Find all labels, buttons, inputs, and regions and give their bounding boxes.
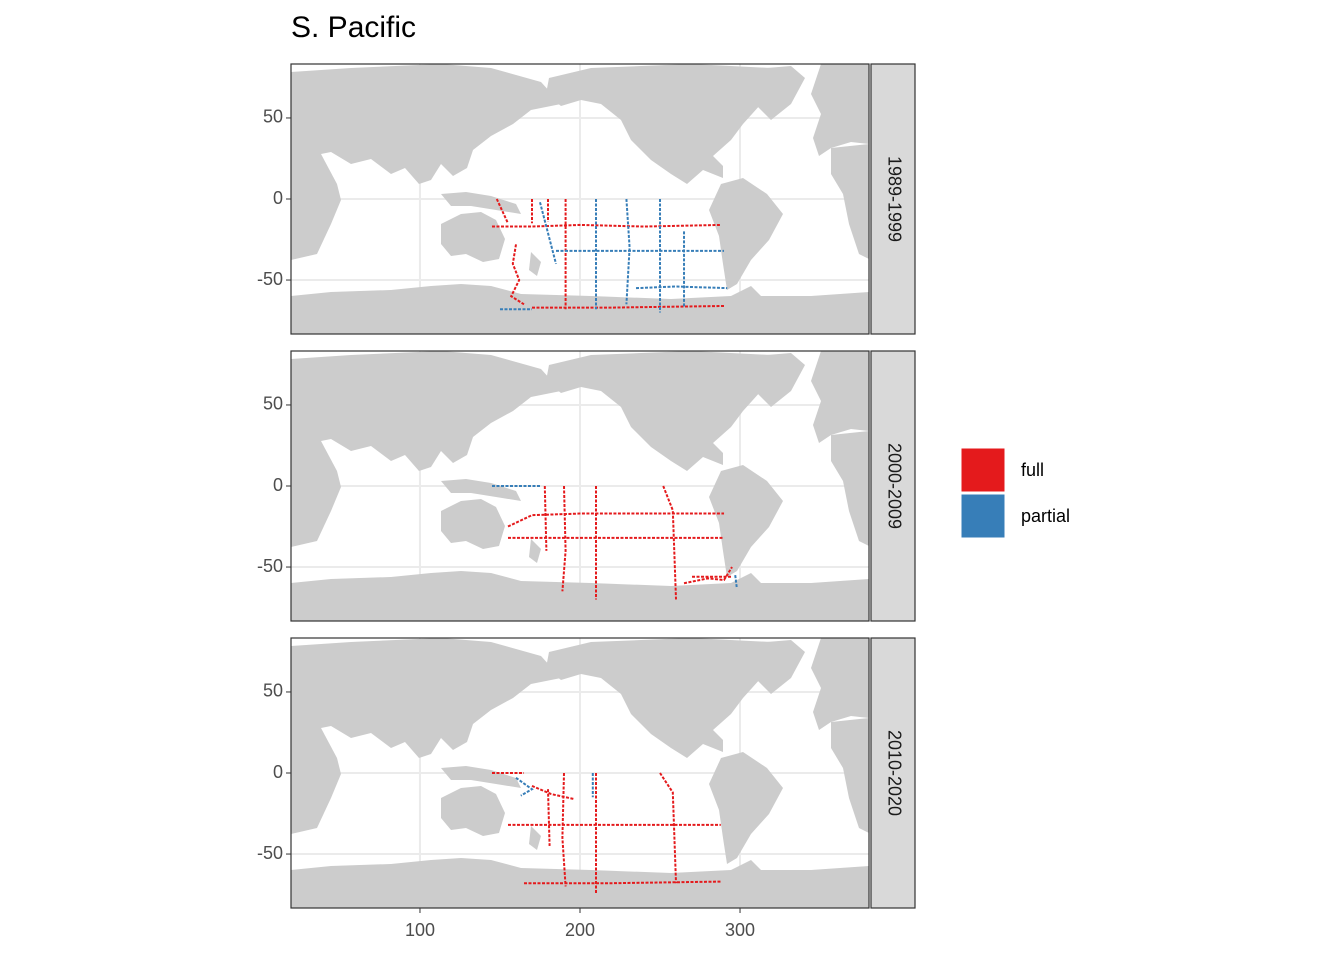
track <box>523 880 721 885</box>
y-tick-label: -50 <box>257 556 283 576</box>
legend-label: full <box>1021 460 1044 480</box>
facet-label: 2000-2009 <box>884 443 904 529</box>
track <box>662 485 678 600</box>
facet-strip <box>870 637 916 909</box>
x-tick-label: 100 <box>405 920 435 940</box>
track <box>561 485 567 592</box>
track <box>539 201 557 265</box>
track <box>543 485 548 551</box>
panel-border <box>290 63 870 335</box>
facet-panel: -50 0 50 2000-2009 <box>257 350 916 622</box>
track <box>734 575 738 589</box>
track <box>683 566 733 585</box>
track <box>625 198 631 305</box>
y-tick-label: 50 <box>263 394 283 414</box>
track <box>509 244 525 306</box>
y-tick-label: 50 <box>263 107 283 127</box>
panel-border <box>290 350 870 622</box>
facet-panel: -50 0 50 1989-1999 <box>257 63 916 335</box>
panel-content <box>291 638 869 908</box>
facet-strip <box>870 63 916 335</box>
y-tick-label: -50 <box>257 843 283 863</box>
facet-label: 2010-2020 <box>884 730 904 816</box>
legend-swatch <box>960 447 1006 493</box>
x-tick-label: 200 <box>565 920 595 940</box>
panel-content <box>291 351 869 621</box>
track <box>635 285 728 290</box>
y-tick-label: 0 <box>273 188 283 208</box>
legend-swatch <box>960 493 1006 539</box>
y-tick-label: -50 <box>257 269 283 289</box>
legend: full partial <box>960 447 1070 539</box>
facet-label: 1989-1999 <box>884 156 904 242</box>
y-tick-label: 0 <box>273 475 283 495</box>
chart-title: S. Pacific <box>291 11 416 44</box>
track <box>659 772 678 884</box>
panels: -50 0 50 1989-1999 -50 0 50 2000-2009 100 200 300 -… <box>257 63 916 940</box>
track <box>531 785 574 800</box>
panel-border <box>290 637 870 909</box>
facet-panel: 100 200 300 -50 0 50 2010-2020 <box>257 637 916 940</box>
y-tick-label: 0 <box>273 762 283 782</box>
track <box>507 512 725 528</box>
track <box>561 772 567 887</box>
track <box>531 304 725 309</box>
track <box>491 223 721 228</box>
legend-label: partial <box>1021 506 1070 526</box>
track <box>546 789 551 846</box>
track <box>515 777 534 797</box>
x-tick-label: 300 <box>725 920 755 940</box>
facet-strip <box>870 350 916 622</box>
y-tick-label: 50 <box>263 681 283 701</box>
panel-content <box>291 64 869 334</box>
